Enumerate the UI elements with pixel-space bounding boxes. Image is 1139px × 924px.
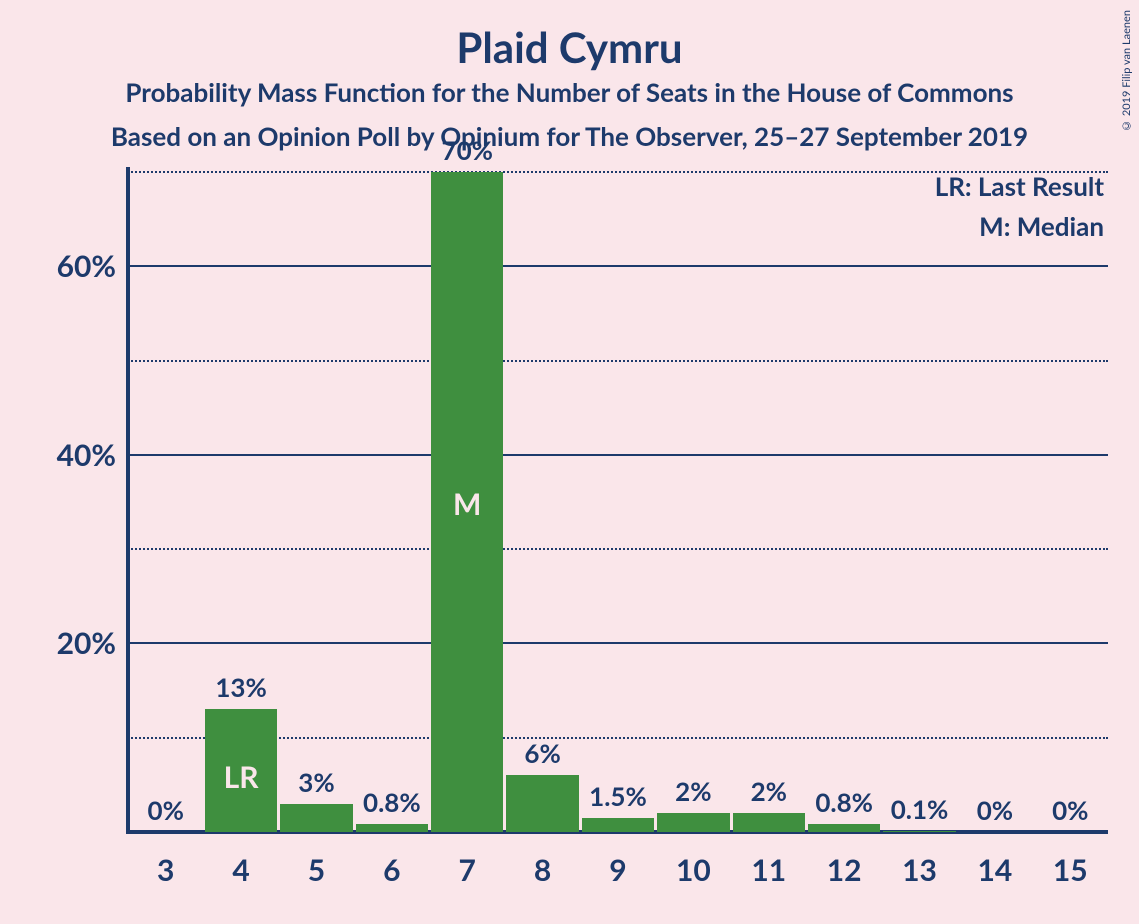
bar [582,818,654,832]
grid-major [128,265,1108,267]
grid-minor [128,548,1108,550]
bar-value-label: 3% [298,766,334,798]
copyright-text: © 2019 Filip van Laenen [1120,10,1133,132]
bar-value-label: 6% [524,737,560,769]
grid-minor [128,360,1108,362]
bar [883,831,955,832]
bar-value-label: 1.5% [589,780,647,812]
x-tick-label: 9 [609,852,626,888]
y-tick-label: 40% [57,437,116,473]
bar-value-label: 70% [441,134,492,166]
bar-value-label: 0.8% [363,786,421,818]
bar-value-label: 0.8% [815,786,873,818]
x-tick-label: 6 [383,852,400,888]
x-tick-label: 13 [902,852,937,888]
bar-value-label: 0% [977,794,1013,826]
x-tick-label: 3 [157,852,174,888]
x-tick-label: 10 [676,852,711,888]
y-tick-label: 60% [57,248,116,284]
bar [657,813,729,832]
y-tick-label: 20% [57,625,116,661]
bar-value-label: 0.1% [891,793,949,825]
chart-plot-area: 20%40%60%0%313%LR43%50.8%670%M76%81.5%92… [128,172,1108,832]
bar [356,824,428,832]
bar [506,775,578,832]
x-tick-label: 14 [978,852,1013,888]
bar-value-label: 2% [675,775,711,807]
bar-value-label: 13% [215,671,266,703]
bar-inside-label: LR [224,759,259,795]
bar [280,804,352,832]
chart-title-sub1: Probability Mass Function for the Number… [0,76,1139,108]
bar-value-label: 0% [1052,794,1088,826]
legend-lr: LR: Last Result [935,170,1104,202]
chart-title-main: Plaid Cymru [0,22,1139,72]
bar [733,813,805,832]
bar-value-label: 0% [147,794,183,826]
grid-major [128,454,1108,456]
bar-inside-label: M [453,486,481,522]
bar [808,824,880,832]
x-tick-label: 4 [232,852,249,888]
x-tick-label: 7 [459,852,476,888]
x-tick-label: 8 [534,852,551,888]
x-tick-label: 11 [751,852,786,888]
x-tick-label: 12 [827,852,862,888]
bar-value-label: 2% [751,775,787,807]
chart-title-sub2: Based on an Opinion Poll by Opinium for … [0,120,1139,152]
grid-major [128,642,1108,644]
x-tick-label: 15 [1053,852,1088,888]
x-tick-label: 5 [308,852,325,888]
legend-m: M: Median [979,210,1104,242]
